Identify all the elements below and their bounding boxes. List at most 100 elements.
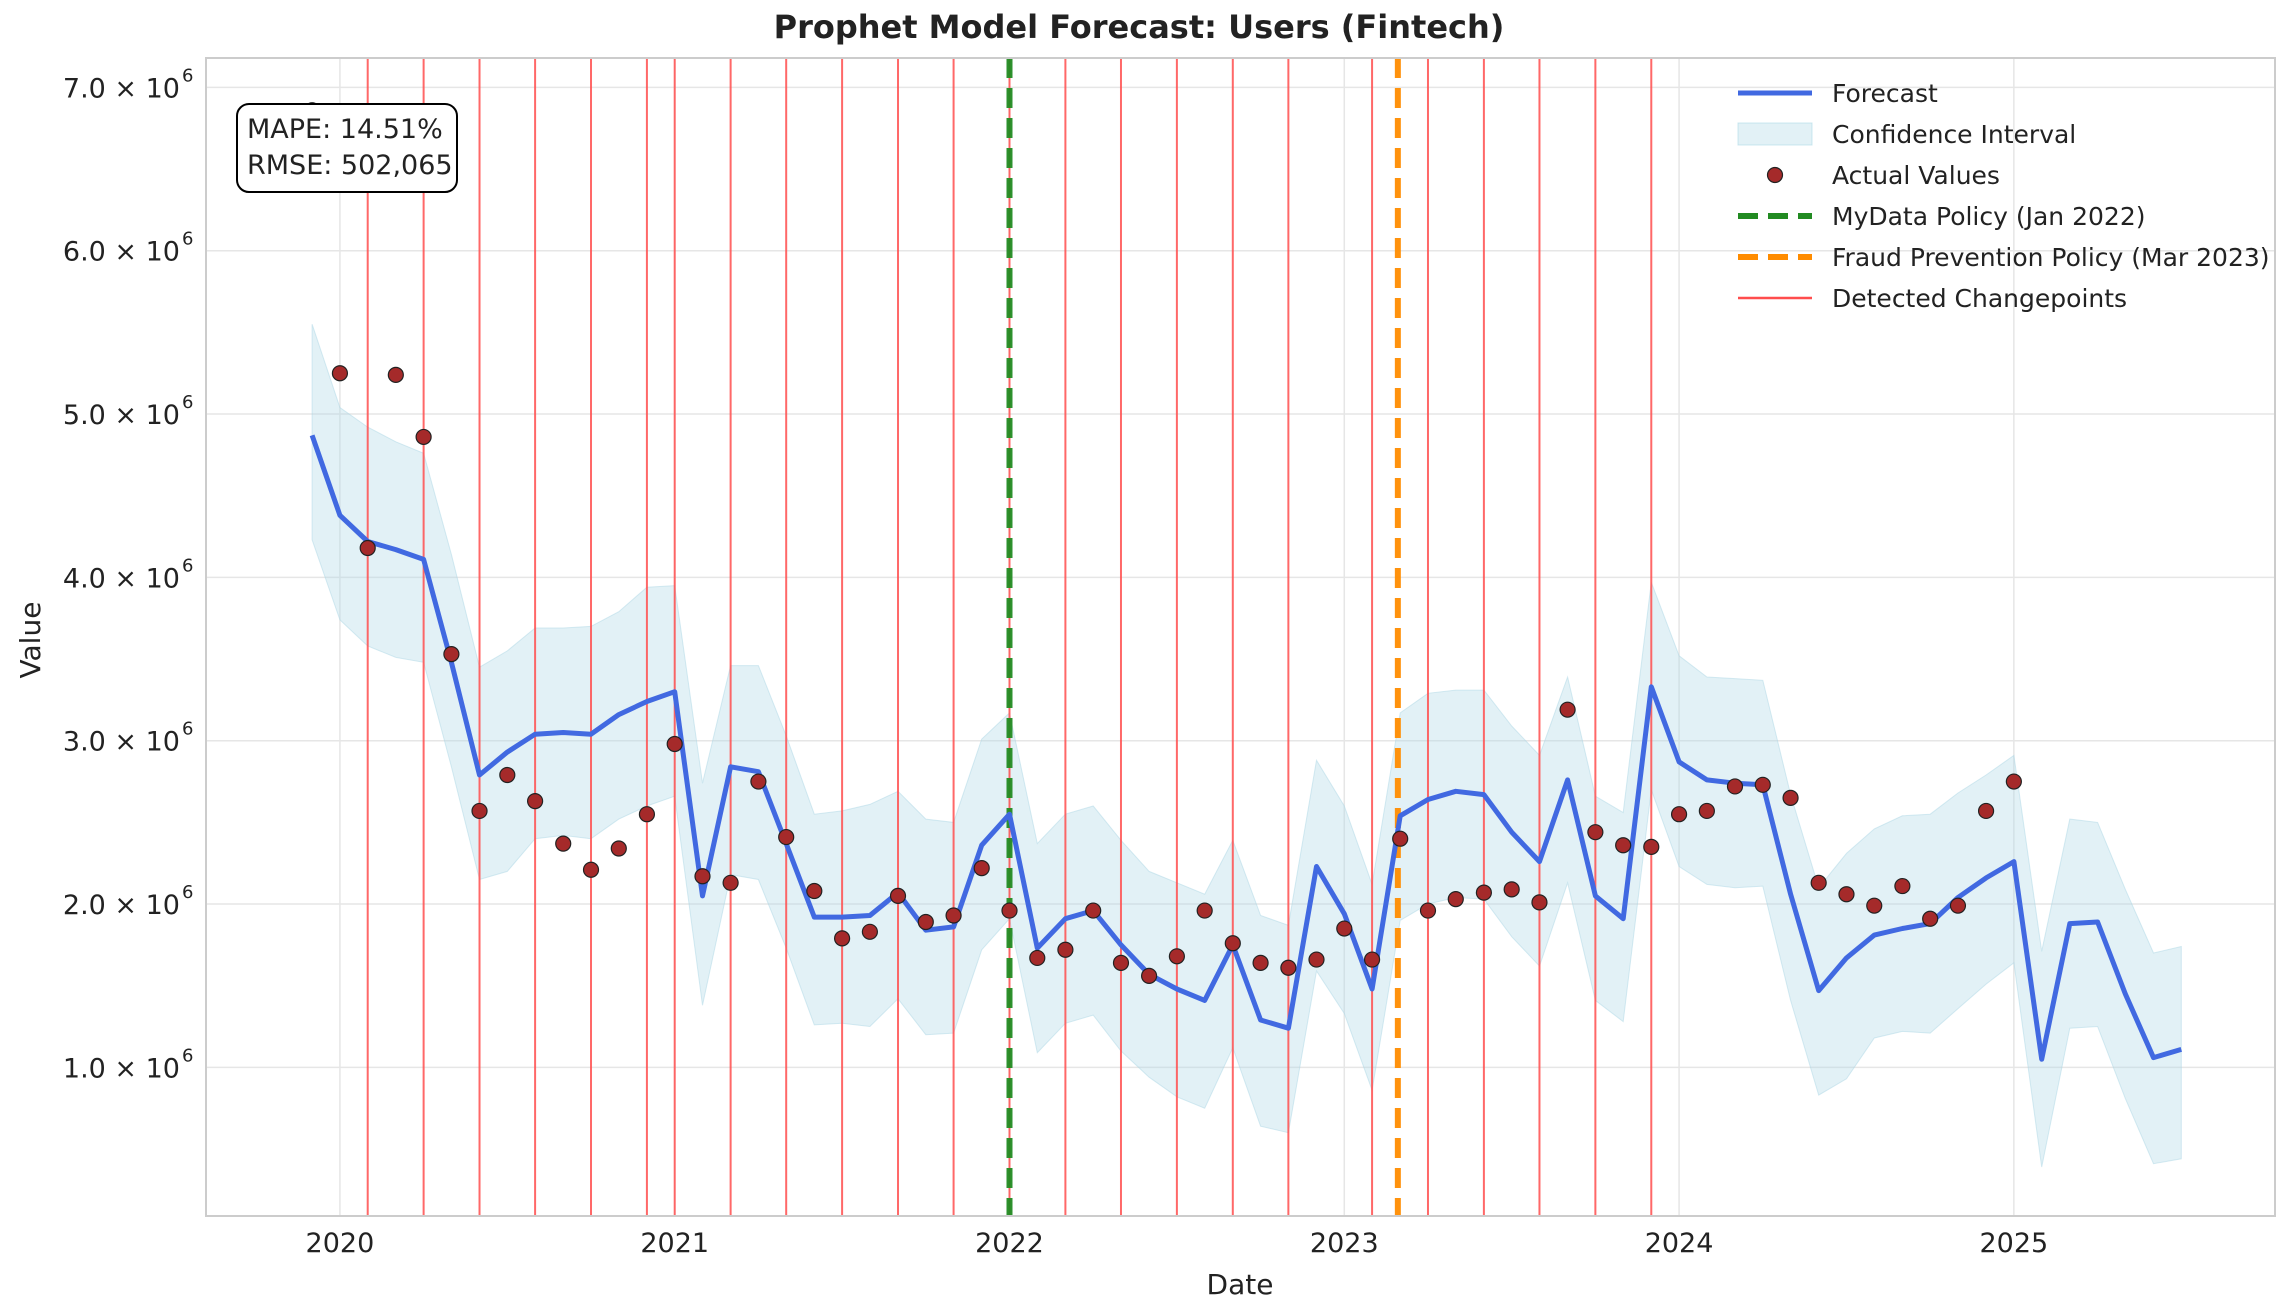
- legend-label: Forecast: [1832, 79, 1938, 108]
- legend-entry: Detected Changepoints: [1738, 284, 2127, 313]
- y-tick-exponent: 6: [182, 392, 193, 413]
- y-tick-label: 7.0 × 10: [63, 73, 180, 104]
- actual-point: [638, 806, 656, 823]
- actual-point: [1894, 877, 1911, 895]
- actual-point: [1029, 949, 1046, 967]
- actual-point: [1670, 806, 1688, 823]
- actual-point: [582, 861, 600, 878]
- actual-point: [1141, 967, 1158, 985]
- actual-point: [1643, 838, 1660, 855]
- y-tick-label: 4.0 × 10: [63, 563, 180, 594]
- actual-point: [471, 802, 488, 820]
- y-tick-label: 1.0 × 10: [63, 1053, 180, 1084]
- y-tick-exponent: 6: [182, 555, 193, 576]
- changepoint-lines: [366, 58, 1653, 1216]
- actual-point: [610, 840, 627, 857]
- forecast-line: [309, 434, 2183, 1062]
- legend-entry: Fraud Prevention Policy (Mar 2023): [1738, 243, 2270, 272]
- y-tick-label: 6.0 × 10: [63, 237, 180, 268]
- legend-label: MyData Policy (Jan 2022): [1832, 202, 2145, 231]
- actual-point: [1782, 789, 1799, 806]
- x-tick-label: 2020: [306, 1228, 375, 1259]
- y-tick: 4.0 × 10 6: [63, 555, 194, 594]
- actual-point: [1363, 951, 1381, 968]
- actual-point: [415, 428, 432, 446]
- actual-point: [1922, 910, 1939, 927]
- confidence-interval-area: [311, 324, 2182, 1168]
- y-tick-exponent: 6: [182, 1045, 193, 1066]
- actual-point: [861, 923, 878, 940]
- actual-point: [1336, 920, 1353, 937]
- actual-point: [443, 646, 460, 663]
- x-tick-label: 2023: [1310, 1228, 1379, 1259]
- x-tick-label: 2025: [1980, 1228, 2049, 1259]
- actual-point: [1587, 824, 1604, 841]
- actual-point: [1698, 802, 1715, 820]
- mape-text: MAPE: 14.51%: [247, 114, 443, 145]
- actual-point: [973, 860, 990, 877]
- actual-point: [1447, 891, 1464, 908]
- actual-point: [1419, 902, 1437, 919]
- y-tick: 2.0 × 10 6: [63, 882, 194, 921]
- legend-swatch: [1737, 122, 1813, 146]
- actual-point: [359, 539, 376, 557]
- actual-point: [694, 868, 711, 885]
- actual-point: [1838, 886, 1855, 903]
- plot-frame: [205, 57, 2276, 1217]
- y-tick: 1.0 × 10 6: [63, 1045, 194, 1084]
- actual-point: [1308, 951, 1325, 968]
- metrics-box: MAPE: 14.51% RMSE: 502,065: [236, 103, 458, 193]
- actual-point: [889, 887, 907, 904]
- y-tick: 3.0 × 10 6: [63, 719, 194, 758]
- y-tick-exponent: 6: [182, 882, 193, 903]
- y-tick-label: 3.0 × 10: [63, 727, 180, 758]
- legend-label: Confidence Interval: [1832, 120, 2076, 149]
- actual-point: [1224, 935, 1241, 952]
- actual-point: [806, 882, 823, 900]
- actual-point: [945, 907, 962, 924]
- x-axis-ticks: 2020 2021 2022 2023 2024 2025: [306, 1228, 2049, 1259]
- actual-point: [499, 766, 516, 784]
- y-tick: 5.0 × 10 6: [63, 392, 194, 431]
- actual-point: [555, 835, 572, 852]
- chart-title: Prophet Model Forecast: Users (Fintech): [774, 8, 1505, 46]
- legend-entry: Confidence Interval: [1737, 120, 2076, 149]
- confidence-band: [311, 324, 2182, 1168]
- y-tick-exponent: 6: [182, 719, 193, 740]
- legend: Forecast Confidence Interval Actual Values…: [1737, 79, 2270, 313]
- actual-point: [1168, 948, 1185, 965]
- actual-points: [304, 102, 2022, 985]
- rmse-text: RMSE: 502,065: [247, 150, 453, 181]
- y-tick-label: 5.0 × 10: [63, 400, 180, 431]
- actual-point: [1559, 701, 1576, 718]
- actual-point: [1085, 902, 1102, 919]
- legend-entry: Forecast: [1738, 79, 1938, 108]
- y-tick-exponent: 6: [182, 65, 193, 86]
- legend-swatch: [1766, 166, 1784, 184]
- x-tick-label: 2022: [975, 1228, 1044, 1259]
- x-tick-label: 2024: [1645, 1228, 1714, 1259]
- actual-point: [1503, 881, 1520, 898]
- grid-lines: [206, 58, 2275, 1216]
- actual-point: [1392, 830, 1409, 847]
- x-tick-label: 2021: [640, 1228, 709, 1259]
- policy-lines: [1006, 58, 1401, 1216]
- actual-point: [917, 913, 934, 931]
- actual-point: [1475, 884, 1492, 901]
- legend-label: Actual Values: [1832, 161, 2000, 190]
- actual-point: [1810, 874, 1827, 891]
- actual-point: [1531, 894, 1548, 911]
- actual-point: [778, 828, 795, 846]
- actual-point: [1949, 897, 1967, 914]
- actual-point: [1057, 941, 1074, 958]
- actual-point: [387, 366, 404, 383]
- actual-point: [526, 793, 544, 810]
- actual-point: [1252, 954, 1269, 971]
- actual-point: [1196, 902, 1213, 919]
- actual-point: [2005, 773, 2022, 790]
- actual-point: [1977, 802, 1995, 820]
- y-tick-exponent: 6: [182, 229, 193, 250]
- actual-point: [331, 365, 349, 382]
- y-tick-label: 2.0 × 10: [63, 890, 180, 921]
